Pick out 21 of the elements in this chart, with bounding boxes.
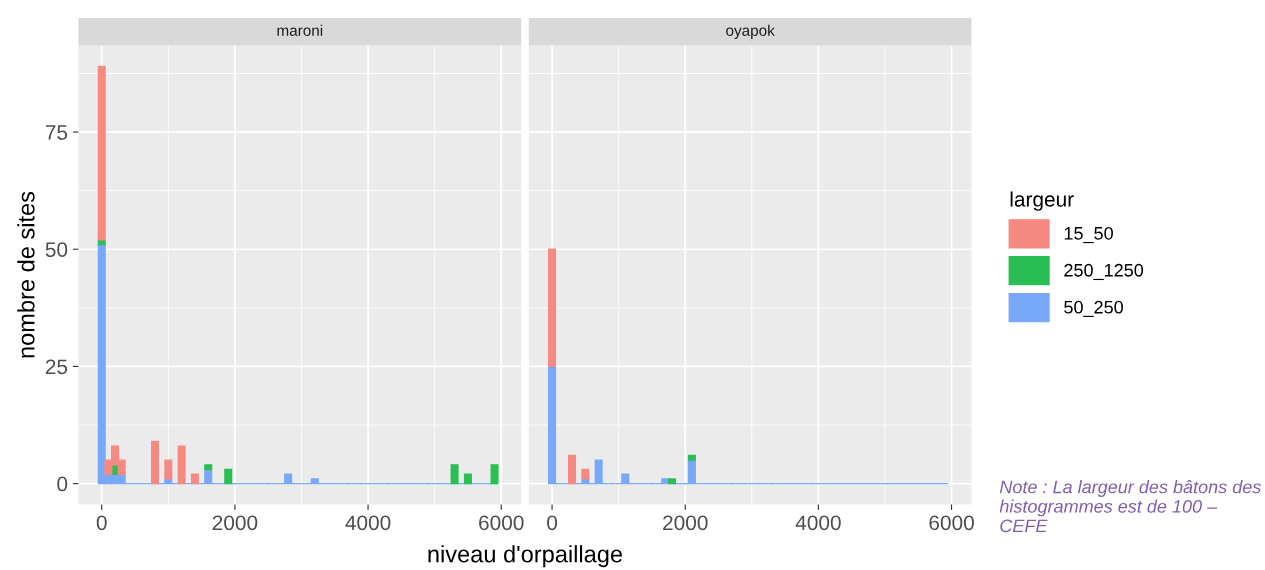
x-tick-label: 6000 (479, 515, 524, 531)
x-tick-label: 0 (547, 515, 558, 531)
x-tick-label: 6000 (929, 515, 974, 531)
legend-label: 15_50 (1064, 226, 1113, 244)
chart-title: maroni (277, 24, 323, 36)
y-tick-label: 75 (45, 125, 68, 140)
x-tick-label: 4000 (795, 515, 841, 531)
y-axis-title: nombre de sites (17, 191, 35, 358)
chart-title: oyapok (726, 24, 775, 39)
x-tick-label: 2000 (212, 515, 258, 531)
y-tick-label: 0 (57, 476, 68, 492)
x-tick-label: 2000 (663, 515, 708, 531)
x-tick-label: 4000 (345, 515, 391, 531)
legend-label: 250_1250 (1064, 263, 1144, 281)
x-axis-title: niveau d'orpaillage (428, 545, 623, 568)
legend-label: 50_250 (1064, 300, 1123, 317)
y-tick-label: 50 (45, 242, 68, 257)
x-tick-label: 0 (96, 515, 107, 531)
y-tick-label: 25 (45, 359, 68, 375)
legend-title: largeur (1010, 191, 1074, 211)
text: Note : La largeur des bâtons des histogrammes est de 100 – CEFE (999, 480, 1261, 533)
